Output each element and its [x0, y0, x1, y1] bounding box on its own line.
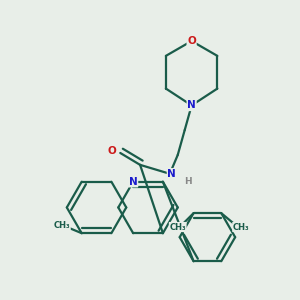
Text: CH₃: CH₃: [53, 221, 70, 230]
Text: O: O: [187, 36, 196, 46]
Text: O: O: [108, 146, 117, 156]
Text: H: H: [184, 177, 191, 186]
Text: N: N: [167, 169, 176, 179]
Text: CH₃: CH₃: [169, 223, 186, 232]
Text: N: N: [129, 177, 137, 187]
Text: CH₃: CH₃: [233, 223, 249, 232]
Text: N: N: [187, 100, 196, 110]
